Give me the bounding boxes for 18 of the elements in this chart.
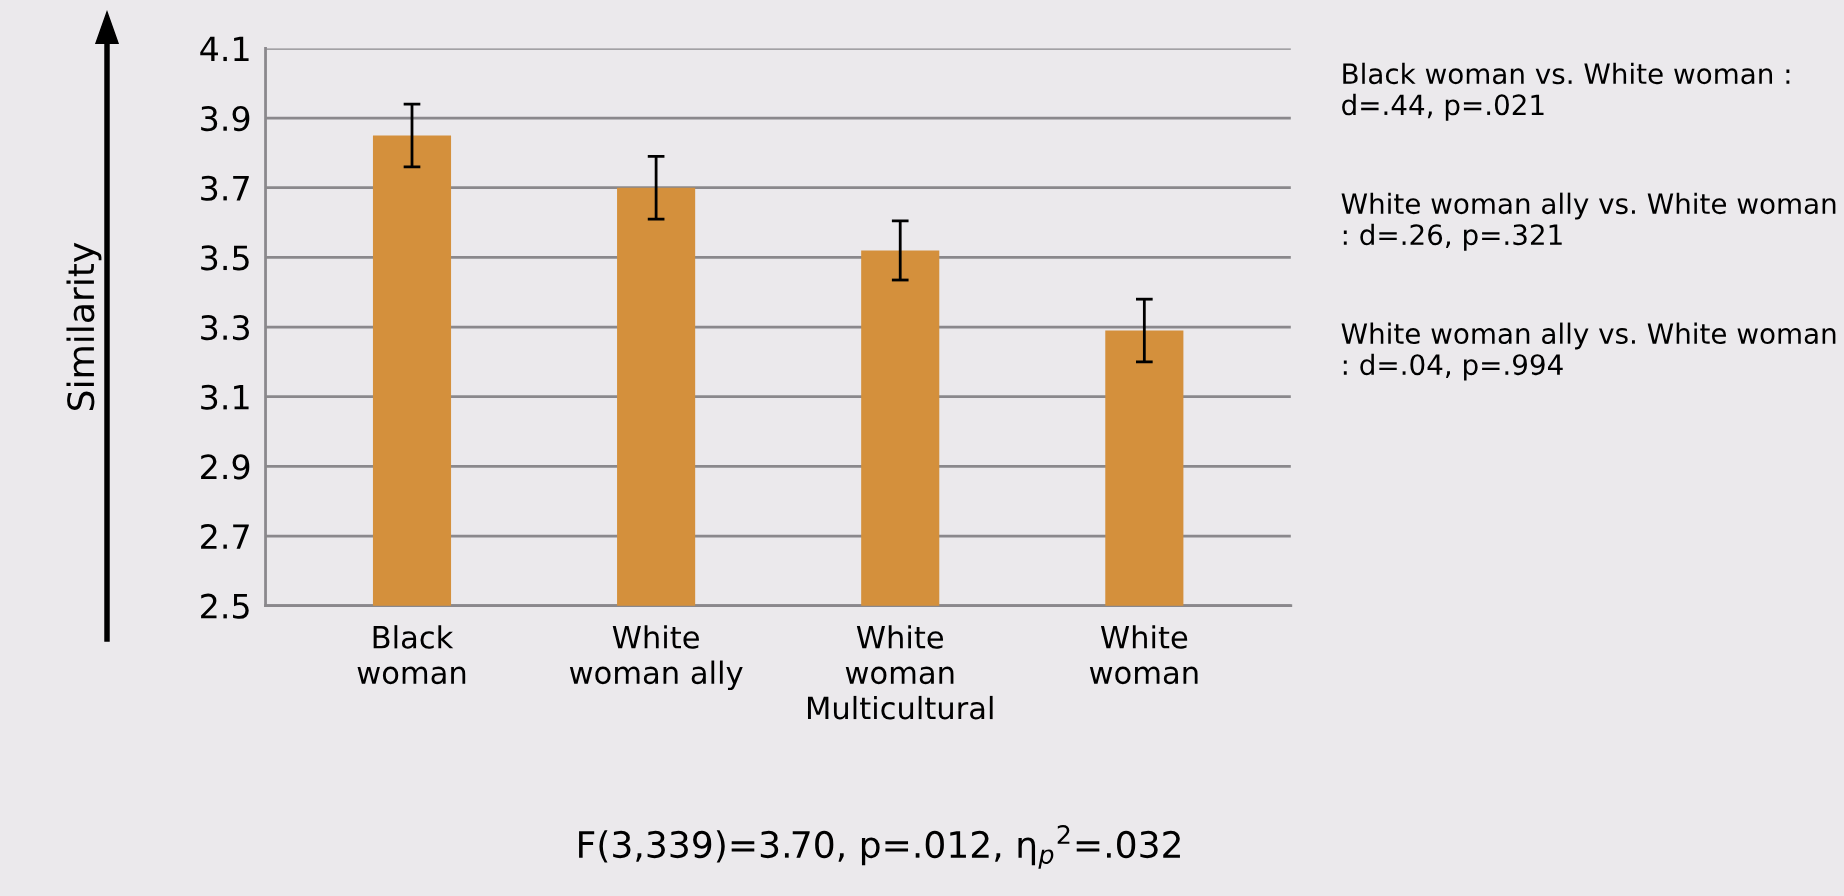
y-tick-label: 3.5	[201, 245, 249, 271]
y-axis-title: Similarity	[66, 242, 102, 411]
x-tick-label: White woman Multicultural	[807, 625, 993, 720]
text: White woman ally vs. White woman : d=.04, p=.994	[1341, 322, 1836, 381]
y-tick-label: 2.7	[201, 523, 249, 549]
y-tick-label: 4.1	[200, 36, 249, 62]
text: White woman ally vs. White woman : d=.26, p=.321	[1341, 192, 1836, 251]
y-tick-label: 2.9	[201, 454, 250, 480]
x-tick-label: Black woman	[357, 625, 466, 685]
text: F(3,339)=3.70, p=.012, η$_{p}$$^{2}$=.032	[579, 825, 1180, 869]
x-tick-label: White woman ally	[569, 625, 743, 691]
y-tick-label: 3.9	[201, 105, 250, 132]
y-tick-label: 3.3	[201, 314, 249, 341]
y-tick-label: 3.1	[201, 384, 249, 410]
text: Black woman vs. White woman : d=.44, p=.021	[1342, 62, 1790, 121]
y-tick-label: 2.5	[201, 593, 249, 619]
y-tick-label: 3.7	[201, 175, 249, 201]
x-tick-label: White woman	[1089, 625, 1198, 685]
